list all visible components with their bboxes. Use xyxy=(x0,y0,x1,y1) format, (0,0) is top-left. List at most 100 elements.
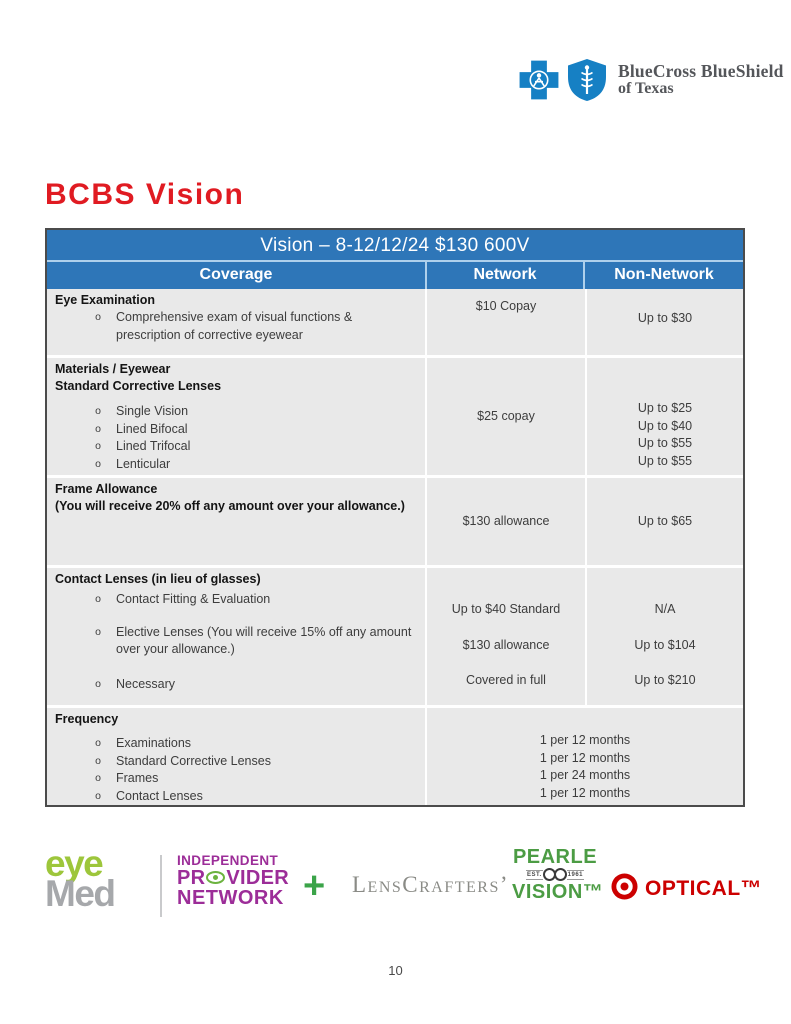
eyemed-logo: eye Med xyxy=(45,843,116,915)
bullet-marker: o xyxy=(95,737,101,749)
bullet-item: o Lined Bifocal xyxy=(55,421,417,439)
pearle-year-label: 1961 xyxy=(566,869,585,880)
page-number: 10 xyxy=(388,963,403,978)
bullet-marker: o xyxy=(95,754,101,767)
non-network-value: Up to $210 xyxy=(634,673,696,687)
page-title: BCBS Vision xyxy=(45,178,245,211)
frequency-value: 1 per 24 months xyxy=(539,768,631,782)
bullet-item: o Comprehensive exam of visual functions… xyxy=(55,309,417,344)
non-network-value: Up to $40 xyxy=(637,418,693,433)
column-header-network: Network xyxy=(425,262,583,289)
bullet-marker: o xyxy=(95,677,101,690)
coverage-cell: Eye Examination o Comprehensive exam of … xyxy=(47,289,425,355)
table-section-contact-lenses: Contact Lenses (in lieu of glasses) o Co… xyxy=(47,568,743,705)
network-cell: $10 Copay xyxy=(427,289,585,355)
frequency-value: 1 per 12 months xyxy=(539,750,631,765)
target-optical-logo: OPTICAL™ xyxy=(611,873,762,905)
network-cell: $130 allowance xyxy=(427,478,585,565)
glasses-icon xyxy=(553,868,567,881)
network-value: $130 allowance xyxy=(462,637,550,652)
section-note: (You will receive 20% off any amount ove… xyxy=(55,499,405,513)
non-network-value: Up to $104 xyxy=(634,637,696,652)
eye-icon xyxy=(206,871,226,884)
non-network-value: Up to $25 xyxy=(637,401,693,415)
non-network-value: Up to $30 xyxy=(637,311,693,325)
bullet-marker: o xyxy=(95,422,101,435)
network-value: $10 Copay xyxy=(475,299,537,313)
network-cell: Up to $40 Standard $130 allowance Covere… xyxy=(427,568,585,705)
pearle-est-label: EST. xyxy=(525,869,543,880)
column-header-coverage: Coverage xyxy=(199,266,273,283)
network-value: Covered in full xyxy=(466,673,546,687)
logo-divider xyxy=(160,855,162,917)
non-network-cell: Up to $25 Up to $40 Up to $55 Up to $55 xyxy=(587,358,743,475)
bcbs-brand-logo: BlueCross BlueShield of Texas xyxy=(518,58,784,102)
section-subheading: Standard Corrective Lenses xyxy=(55,379,222,393)
bullet-item: o Examinations xyxy=(55,735,417,753)
vision-benefits-table: Vision – 8-12/12/24 $130 600V Coverage N… xyxy=(45,228,745,807)
table-title: Vision – 8-12/12/24 $130 600V xyxy=(47,230,743,262)
section-heading: Eye Examination xyxy=(55,293,156,307)
section-heading: Frame Allowance xyxy=(55,482,158,496)
table-section-materials: Materials / Eyewear Standard Corrective … xyxy=(47,358,743,475)
bullet-item: o Single Vision xyxy=(55,403,417,421)
coverage-cell: Contact Lenses (in lieu of glasses) o Co… xyxy=(47,568,425,705)
bullet-item: o Necessary xyxy=(55,676,417,694)
partner-logos-strip: eye Med INDEPENDENT PR VIDER NETWORK + Le… xyxy=(0,845,791,940)
bullet-marker: o xyxy=(95,311,101,323)
frequency-value: 1 per 12 months xyxy=(539,785,631,800)
non-network-value: Up to $55 xyxy=(637,436,693,450)
non-network-cell: Up to $65 xyxy=(587,478,743,565)
bullet-marker: o xyxy=(95,405,101,417)
frequency-values-cell: 1 per 12 months 1 per 12 months 1 per 24… xyxy=(427,708,743,805)
bullet-item: o Elective Lenses (You will receive 15% … xyxy=(55,624,417,659)
independent-provider-network-logo: INDEPENDENT PR VIDER NETWORK xyxy=(177,853,290,909)
bullet-item: o Frames xyxy=(55,770,417,788)
network-value: $25 copay xyxy=(477,408,535,423)
bullet-marker: o xyxy=(95,789,101,802)
bullet-marker: o xyxy=(95,772,101,784)
bullet-item: o Contact Fitting & Evaluation xyxy=(55,591,417,609)
bullet-marker: o xyxy=(95,440,101,452)
table-section-frame-allowance: Frame Allowance (You will receive 20% of… xyxy=(47,478,743,565)
bullet-item: o Contact Lenses xyxy=(55,788,417,806)
column-header-non-network: Non-Network xyxy=(583,262,743,289)
network-cell: $25 copay xyxy=(427,358,585,475)
bullet-item: o Lined Trifocal xyxy=(55,438,417,456)
target-bullseye-icon xyxy=(611,873,638,905)
bullet-marker: o xyxy=(95,625,101,638)
plus-icon: + xyxy=(303,865,326,907)
non-network-value: N/A xyxy=(654,602,676,616)
table-column-headers: Coverage Network Non-Network xyxy=(47,262,743,289)
non-network-cell: N/A Up to $104 Up to $210 xyxy=(587,568,743,705)
target-optical-label: OPTICAL™ xyxy=(645,877,763,900)
eyemed-logo-top: eye xyxy=(45,843,104,884)
section-heading: Materials / Eyewear xyxy=(55,362,171,376)
bcbs-cross-icon xyxy=(518,59,560,101)
coverage-cell: Frequency o Examinations o Standard Corr… xyxy=(47,708,425,805)
eyemed-logo-bottom: Med xyxy=(45,873,116,915)
frequency-value: 1 per 12 months xyxy=(539,733,631,747)
non-network-cell: Up to $30 xyxy=(587,289,743,355)
pearle-vision-logo: PEARLE EST. 1961 VISION™ xyxy=(512,846,604,903)
non-network-value: Up to $65 xyxy=(637,513,693,528)
network-value: Up to $40 Standard xyxy=(451,602,561,616)
network-value: $130 allowance xyxy=(462,513,550,528)
coverage-cell: Frame Allowance (You will receive 20% of… xyxy=(47,478,425,565)
bullet-marker: o xyxy=(95,457,101,470)
bcbs-shield-icon xyxy=(567,58,607,102)
bullet-marker: o xyxy=(95,593,101,605)
bullet-item: o Lenticular xyxy=(55,456,417,474)
section-heading: Frequency xyxy=(55,712,119,726)
non-network-value: Up to $55 xyxy=(637,453,693,468)
bullet-item: o Standard Corrective Lenses xyxy=(55,753,417,771)
coverage-cell: Materials / Eyewear Standard Corrective … xyxy=(47,358,425,475)
bcbs-brand-name: BlueCross BlueShield of Texas xyxy=(614,62,784,97)
table-section-frequency: Frequency o Examinations o Standard Corr… xyxy=(47,708,743,805)
section-heading: Contact Lenses (in lieu of glasses) xyxy=(55,572,261,586)
brand-name-line2: of Texas xyxy=(618,79,674,97)
lenscrafters-logo: LensCrafters’ xyxy=(352,872,510,897)
brand-name-line1: BlueCross BlueShield xyxy=(618,61,784,82)
table-section-eye-examination: Eye Examination o Comprehensive exam of … xyxy=(47,289,743,355)
